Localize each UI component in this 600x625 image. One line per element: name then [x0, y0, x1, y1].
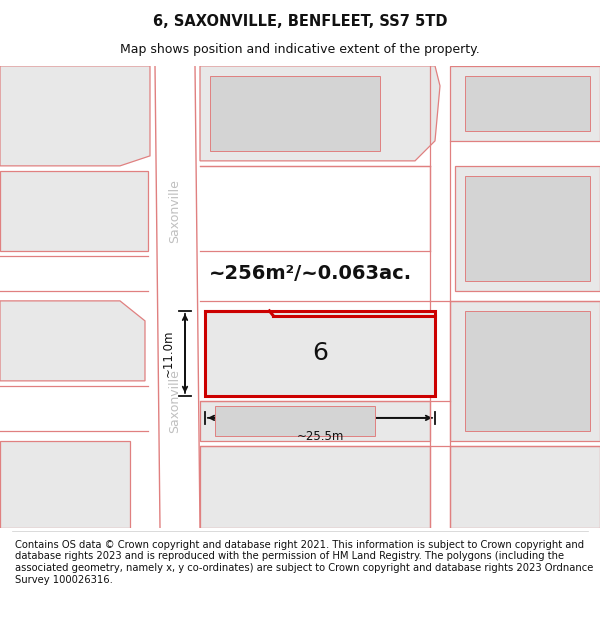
Bar	[205, 311, 435, 396]
Text: Saxonville: Saxonville	[169, 369, 182, 432]
Polygon shape	[210, 76, 380, 151]
Polygon shape	[465, 176, 590, 281]
Text: 6, SAXONVILLE, BENFLEET, SS7 5TD: 6, SAXONVILLE, BENFLEET, SS7 5TD	[153, 14, 447, 29]
Text: ~11.0m: ~11.0m	[162, 329, 175, 377]
Polygon shape	[450, 446, 600, 528]
Polygon shape	[200, 66, 440, 161]
Polygon shape	[0, 171, 148, 251]
Polygon shape	[465, 311, 590, 431]
Polygon shape	[265, 319, 425, 386]
Polygon shape	[200, 401, 430, 441]
Text: Contains OS data © Crown copyright and database right 2021. This information is : Contains OS data © Crown copyright and d…	[15, 540, 593, 584]
Polygon shape	[465, 76, 590, 131]
Text: ~25.5m: ~25.5m	[296, 430, 344, 443]
Polygon shape	[0, 441, 130, 528]
Text: ~256m²/~0.063ac.: ~256m²/~0.063ac.	[208, 264, 412, 283]
Polygon shape	[0, 66, 150, 166]
Text: 6: 6	[312, 341, 328, 366]
Polygon shape	[155, 66, 195, 528]
Polygon shape	[450, 66, 600, 141]
Polygon shape	[215, 406, 375, 436]
Text: Saxonville: Saxonville	[169, 179, 182, 242]
Polygon shape	[450, 301, 600, 441]
Text: Map shows position and indicative extent of the property.: Map shows position and indicative extent…	[120, 42, 480, 56]
Polygon shape	[0, 301, 145, 381]
Polygon shape	[455, 166, 600, 291]
Polygon shape	[200, 446, 430, 528]
